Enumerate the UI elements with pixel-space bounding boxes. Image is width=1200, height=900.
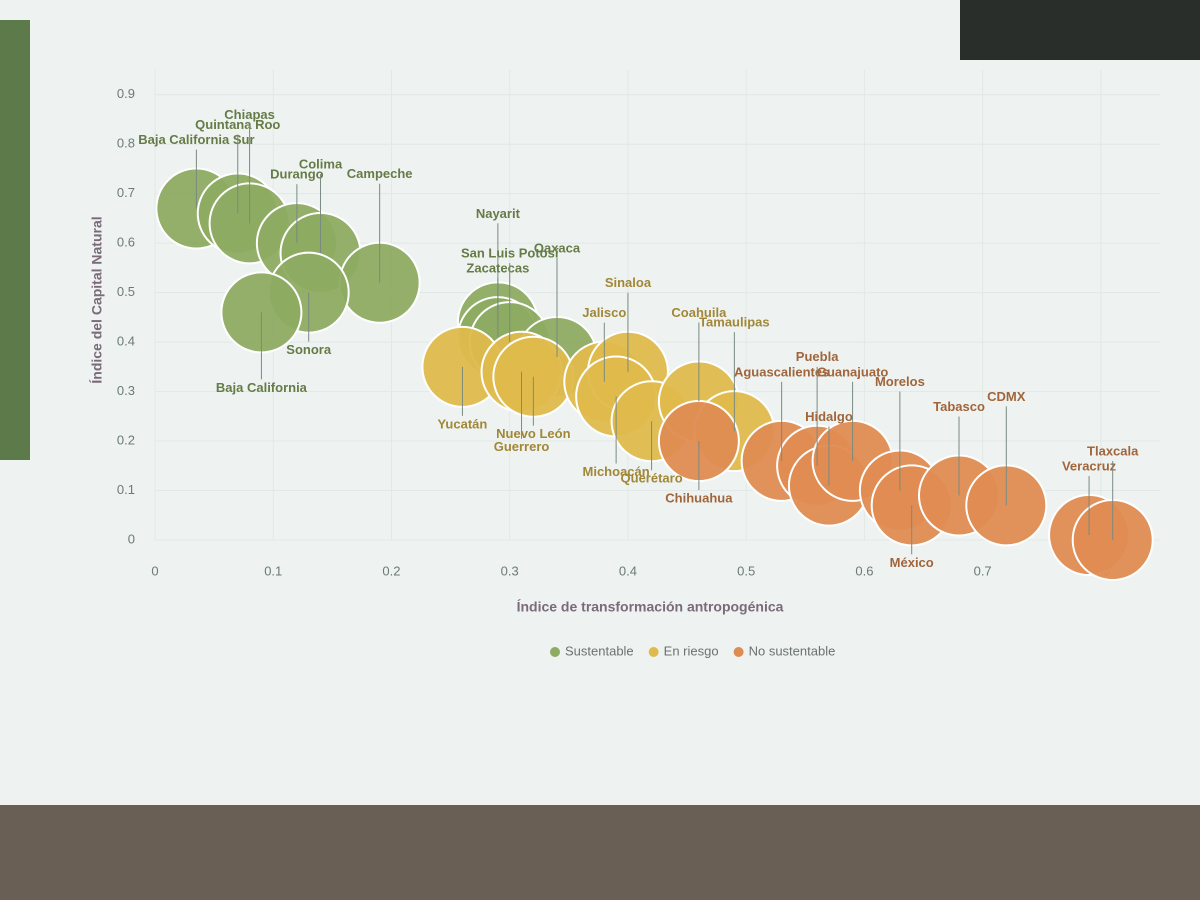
point-label: Sinaloa [605, 275, 652, 290]
point-label: Baja California Sur [138, 132, 254, 147]
point-label: Tabasco [933, 399, 985, 414]
point-label: Querétaro [621, 471, 683, 486]
legend-swatch [648, 647, 659, 657]
point-label: Aguascalientes [734, 364, 829, 379]
y-tick-label: 0.7 [117, 185, 135, 200]
photo-strip [0, 20, 30, 460]
point-label: Baja California [216, 380, 308, 395]
point-label: Hidalgo [805, 409, 853, 424]
y-tick-label: 0 [128, 531, 135, 546]
x-tick-label: 0.3 [501, 563, 519, 578]
point-label: Puebla [796, 349, 839, 364]
point-label: Coahuila [671, 305, 727, 320]
y-tick-label: 0.9 [117, 86, 135, 101]
point-label: Guanajuato [817, 364, 889, 379]
point-label: Chiapas [224, 107, 275, 122]
y-tick-label: 0.5 [117, 284, 135, 299]
x-tick-label: 0.4 [619, 563, 637, 578]
legend: Sustentable En riesgo No sustentable [550, 643, 835, 658]
point-label: Jalisco [582, 305, 626, 320]
corner-overlay [960, 0, 1200, 60]
point-label: Tlaxcala [1087, 443, 1139, 458]
x-tick-label: 0.6 [855, 563, 873, 578]
x-tick-label: 0 [151, 563, 158, 578]
legend-swatch [550, 647, 560, 657]
plot: 0 0.1 0.2 0.3 0.4 0.5 0.6 0.7 0.8 0.9 0 0.1 0.2 0.3 0.… [117, 70, 1160, 658]
wall [0, 805, 1200, 900]
point-label: San Luis Potosí [461, 246, 559, 261]
y-tick-label: 0.1 [117, 482, 135, 497]
point-label: México [890, 555, 934, 570]
x-tick-label: 0.7 [974, 563, 992, 578]
x-tick-label: 0.1 [264, 563, 282, 578]
point-label: Guerrero [494, 439, 550, 454]
point-label: Durango [270, 167, 324, 182]
point-label: Chihuahua [665, 490, 733, 505]
point-label: Campeche [347, 166, 413, 181]
point-label: Morelos [875, 374, 925, 389]
y-tick-label: 0.3 [117, 383, 135, 398]
point-label: Tamaulipas [699, 315, 770, 330]
point-label: CDMX [987, 389, 1026, 404]
x-axis-title: Índice de transformación antropogénica [517, 599, 784, 615]
y-tick-label: 0.6 [117, 235, 135, 250]
y-tick-label: 0.4 [117, 334, 135, 349]
legend-label: En riesgo [664, 643, 719, 658]
x-tick-label: 0.5 [737, 563, 755, 578]
legend-swatch [733, 647, 744, 657]
point-label: Veracruz [1062, 458, 1117, 473]
x-tick-label: 0.2 [382, 563, 400, 578]
point-label: Nayarit [476, 206, 521, 221]
point-label: Quintana Roo [195, 117, 280, 132]
legend-label: No sustentable [749, 643, 836, 658]
point-label: Colima [299, 156, 343, 171]
point-label: Oaxaca [534, 240, 581, 255]
y-axis-title: Índice del Capital Natural [89, 216, 105, 383]
point-label: Zacatecas [466, 261, 529, 276]
point-label: Nuevo León [496, 426, 570, 441]
legend-label: Sustentable [565, 643, 634, 658]
y-tick-label: 0.8 [117, 136, 135, 151]
point-label: Michoacán [583, 464, 650, 479]
point-label: Yucatán [437, 416, 487, 431]
y-tick-label: 0.2 [117, 432, 135, 447]
point-label: Sonora [286, 342, 332, 357]
